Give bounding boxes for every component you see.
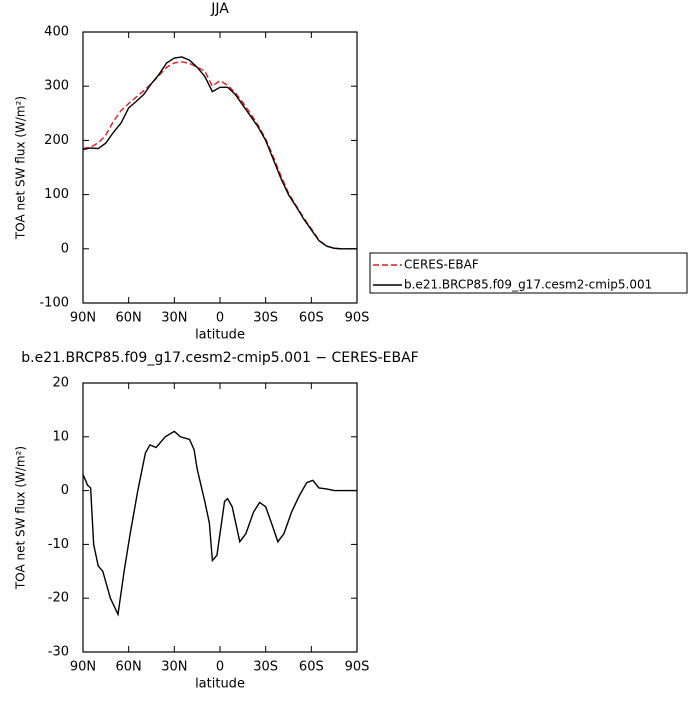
chart-title: b.e21.BRCP85.f09_g17.cesm2-cmip5.001 − C… — [21, 350, 418, 366]
y-axis-label: TOA net SW flux (W/m²) — [14, 446, 28, 590]
y-tick-label: -100 — [39, 296, 69, 311]
chart-title: JJA — [210, 1, 229, 17]
x-tick-label: 60S — [299, 311, 324, 326]
plot-frame — [82, 31, 358, 304]
y-tick-label: 10 — [52, 429, 69, 444]
x-tick-label: 0 — [216, 311, 224, 326]
data-line — [82, 56, 357, 250]
y-tick-label: -10 — [48, 537, 69, 552]
x-tick-label: 60S — [299, 660, 324, 675]
x-tick-label: 90N — [70, 311, 96, 326]
legend-label: b.e21.BRCP85.f09_g17.cesm2-cmip5.001 — [404, 278, 652, 292]
y-tick-label: -30 — [48, 645, 69, 660]
legend-label: CERES-EBAF — [404, 258, 479, 272]
x-tick-label: 90S — [345, 660, 370, 675]
y-tick-label: 400 — [44, 25, 69, 40]
x-tick-label: 30N — [161, 660, 187, 675]
x-tick-label: 90S — [345, 311, 370, 326]
x-tick-label: 30S — [253, 311, 278, 326]
x-axis-label: latitude — [195, 677, 245, 692]
y-tick-label: 0 — [61, 241, 69, 256]
x-tick-label: 60N — [116, 660, 142, 675]
y-tick-label: 0 — [61, 483, 69, 498]
y-tick-label: 300 — [44, 79, 69, 94]
legend: CERES-EBAF b.e21.BRCP85.f09_g17.cesm2-cmi… — [369, 252, 688, 294]
data-line — [82, 430, 357, 617]
x-axis-label: latitude — [195, 328, 245, 343]
y-tick-label: 200 — [44, 133, 69, 148]
x-tick-label: 60N — [116, 311, 142, 326]
x-tick-label: 30N — [161, 311, 187, 326]
y-tick-label: 20 — [52, 376, 69, 391]
plot-frame — [82, 382, 358, 653]
x-tick-label: 0 — [216, 660, 224, 675]
chart-panel: -30 -20 -10 0 10 20 90N 60N 30N 0 30S 60S 90S latitud… — [14, 350, 419, 692]
y-tick-label: -20 — [48, 591, 69, 606]
y-tick-label: 100 — [44, 187, 69, 202]
legend-box — [369, 252, 688, 294]
data-line — [82, 61, 357, 250]
x-tick-label: 90N — [70, 660, 96, 675]
chart-panel: -100 0 100 200 300 400 90N 60N 30N 0 30S 60S 90S lati… — [14, 1, 688, 343]
x-tick-label: 30S — [253, 660, 278, 675]
y-axis-label: TOA net SW flux (W/m²) — [14, 96, 28, 240]
